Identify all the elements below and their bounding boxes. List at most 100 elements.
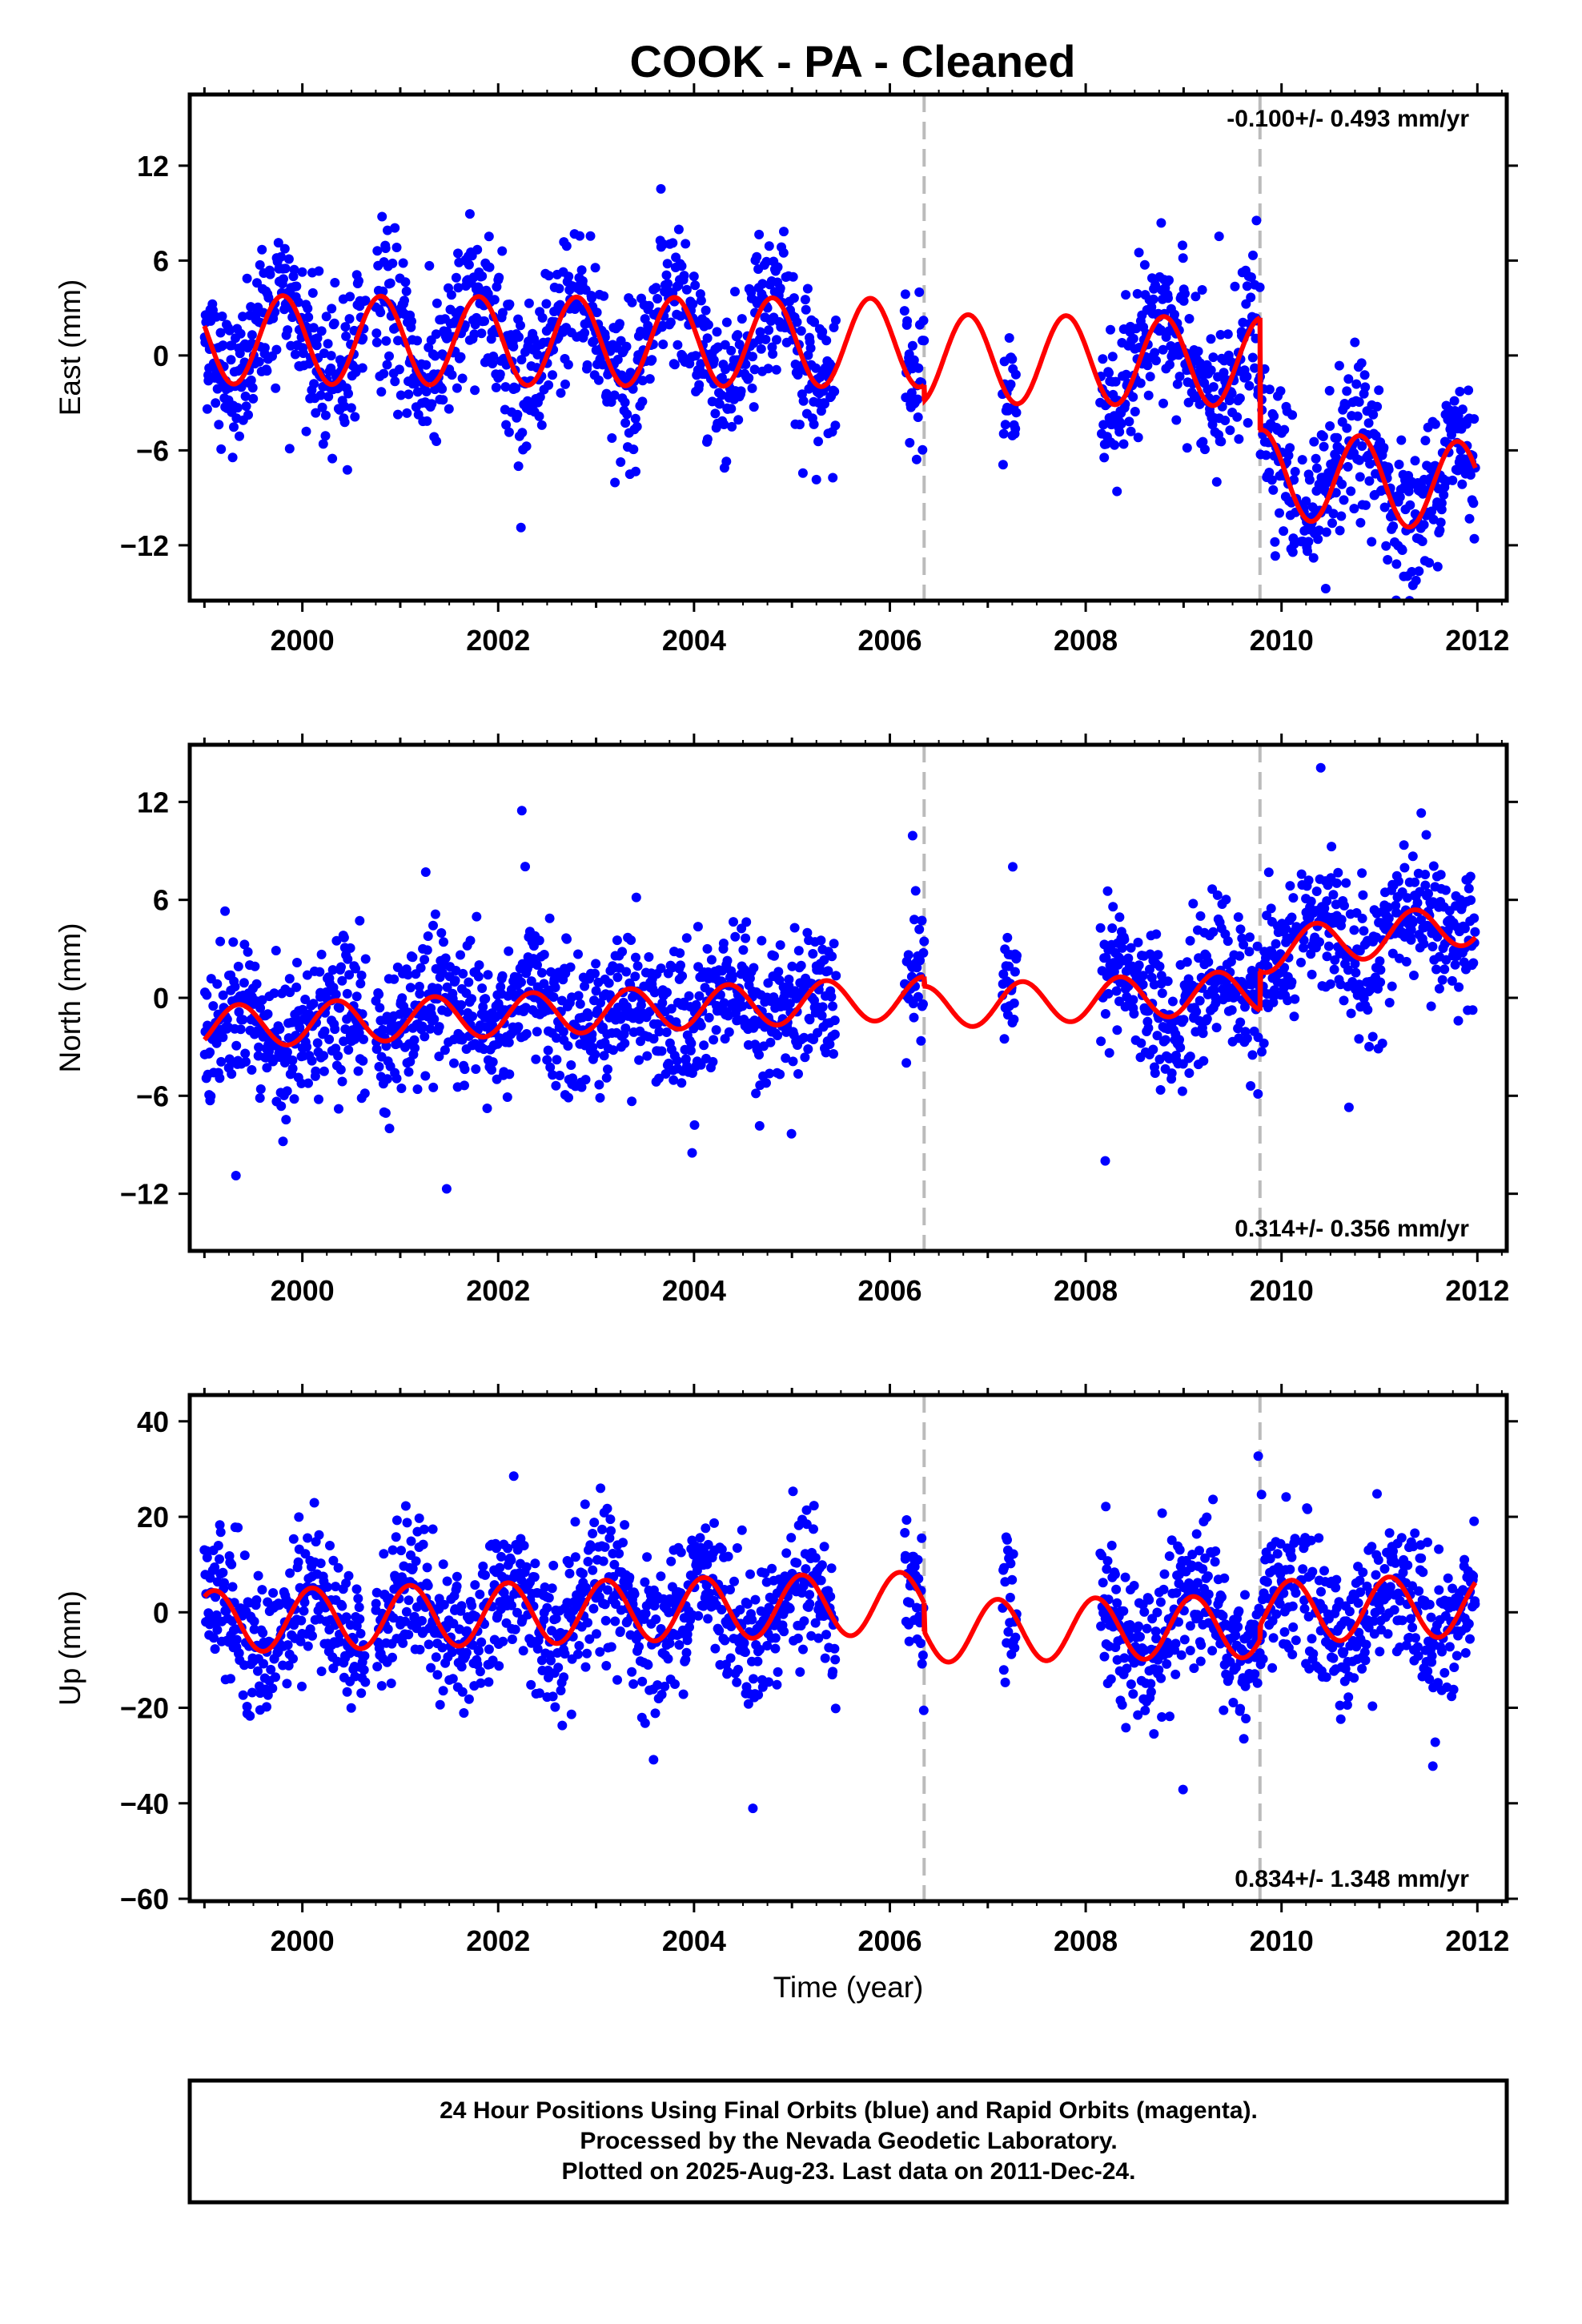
data-point: [279, 243, 290, 254]
data-point: [672, 1055, 682, 1066]
data-point: [287, 1055, 298, 1065]
data-point: [752, 251, 762, 262]
data-point: [564, 1092, 573, 1103]
data-point: [1010, 1642, 1020, 1653]
data-point: [529, 1572, 540, 1582]
data-point: [431, 329, 441, 340]
data-point: [723, 1667, 733, 1677]
data-point: [900, 1550, 910, 1561]
data-point: [1185, 1051, 1195, 1062]
x-tick-label: 2000: [271, 624, 335, 657]
data-point: [998, 460, 1008, 470]
data-point: [601, 1072, 612, 1083]
data-point: [831, 316, 841, 325]
data-point: [250, 961, 260, 971]
data-point: [297, 267, 307, 277]
data-point: [474, 1646, 484, 1656]
data-point: [1447, 429, 1456, 440]
data-point: [1350, 337, 1360, 348]
data-point: [550, 983, 560, 992]
data-point: [911, 454, 921, 464]
data-point: [431, 1652, 441, 1663]
data-point: [412, 387, 423, 397]
data-point: [741, 933, 751, 943]
data-point: [1242, 1033, 1252, 1043]
data-point: [447, 1647, 457, 1658]
data-point: [1143, 1023, 1154, 1033]
data-point: [1399, 862, 1410, 873]
data-point: [781, 1053, 791, 1063]
data-point: [662, 259, 673, 269]
data-point: [787, 961, 797, 971]
data-point: [491, 382, 501, 392]
data-point: [663, 279, 673, 289]
data-point: [1138, 979, 1148, 990]
data-point: [1329, 964, 1339, 975]
data-point: [1174, 350, 1184, 360]
data-point: [1130, 407, 1140, 416]
data-point: [741, 917, 752, 927]
data-point: [1342, 423, 1352, 433]
data-point: [733, 1664, 743, 1675]
data-point: [1112, 1598, 1122, 1608]
data-point: [301, 426, 311, 436]
data-point: [756, 344, 766, 354]
data-point: [518, 1646, 528, 1656]
data-point: [739, 1638, 749, 1648]
data-point: [355, 1628, 366, 1638]
data-point: [218, 990, 228, 1000]
data-point: [1394, 953, 1404, 963]
data-point: [449, 1058, 459, 1068]
data-point: [1335, 525, 1345, 536]
data-point: [552, 1033, 561, 1043]
data-point: [448, 1674, 458, 1684]
data-point: [773, 1031, 783, 1040]
data-point: [1121, 1723, 1131, 1733]
data-point: [906, 388, 917, 398]
data-point: [517, 428, 528, 438]
data-point: [747, 1614, 757, 1625]
data-point: [1104, 368, 1114, 378]
data-point: [557, 1720, 568, 1731]
data-point: [1409, 971, 1419, 980]
data-point: [1423, 888, 1433, 899]
data-point: [232, 403, 243, 413]
data-point: [723, 1551, 733, 1562]
data-point: [1464, 513, 1475, 524]
data-point: [398, 1638, 408, 1648]
data-point: [473, 971, 484, 982]
data-point: [612, 355, 623, 364]
x-tick-label: 2008: [1054, 1274, 1118, 1307]
data-point: [654, 1027, 665, 1037]
data-point: [548, 370, 557, 380]
panel-north: 2000 2002 2004 2006 2008 2010 2012−12−60612Nor…: [54, 734, 1518, 1307]
data-point: [1142, 1623, 1152, 1634]
data-point: [290, 349, 300, 360]
data-point: [1355, 472, 1365, 482]
data-point: [806, 1630, 817, 1641]
data-point: [560, 379, 570, 389]
data-point: [664, 1058, 674, 1068]
data-point: [1459, 957, 1469, 967]
data-point: [1174, 372, 1185, 382]
data-point: [241, 401, 251, 412]
data-point: [1432, 561, 1443, 572]
data-point: [1346, 486, 1356, 497]
data-point: [1121, 290, 1131, 300]
data-point: [1250, 976, 1260, 987]
data-point: [289, 1094, 299, 1104]
data-point: [698, 1601, 709, 1611]
y-tick-label: −6: [136, 434, 169, 467]
data-point: [593, 375, 604, 385]
data-point: [544, 1593, 554, 1603]
data-point: [1253, 1032, 1263, 1043]
data-point: [666, 1556, 677, 1566]
data-point: [422, 1562, 432, 1573]
data-point: [262, 366, 272, 376]
data-point: [1401, 956, 1411, 967]
data-point: [616, 1014, 626, 1024]
data-point: [710, 1643, 721, 1654]
data-point: [1355, 455, 1364, 465]
data-point: [761, 1078, 771, 1088]
data-point: [829, 939, 839, 949]
